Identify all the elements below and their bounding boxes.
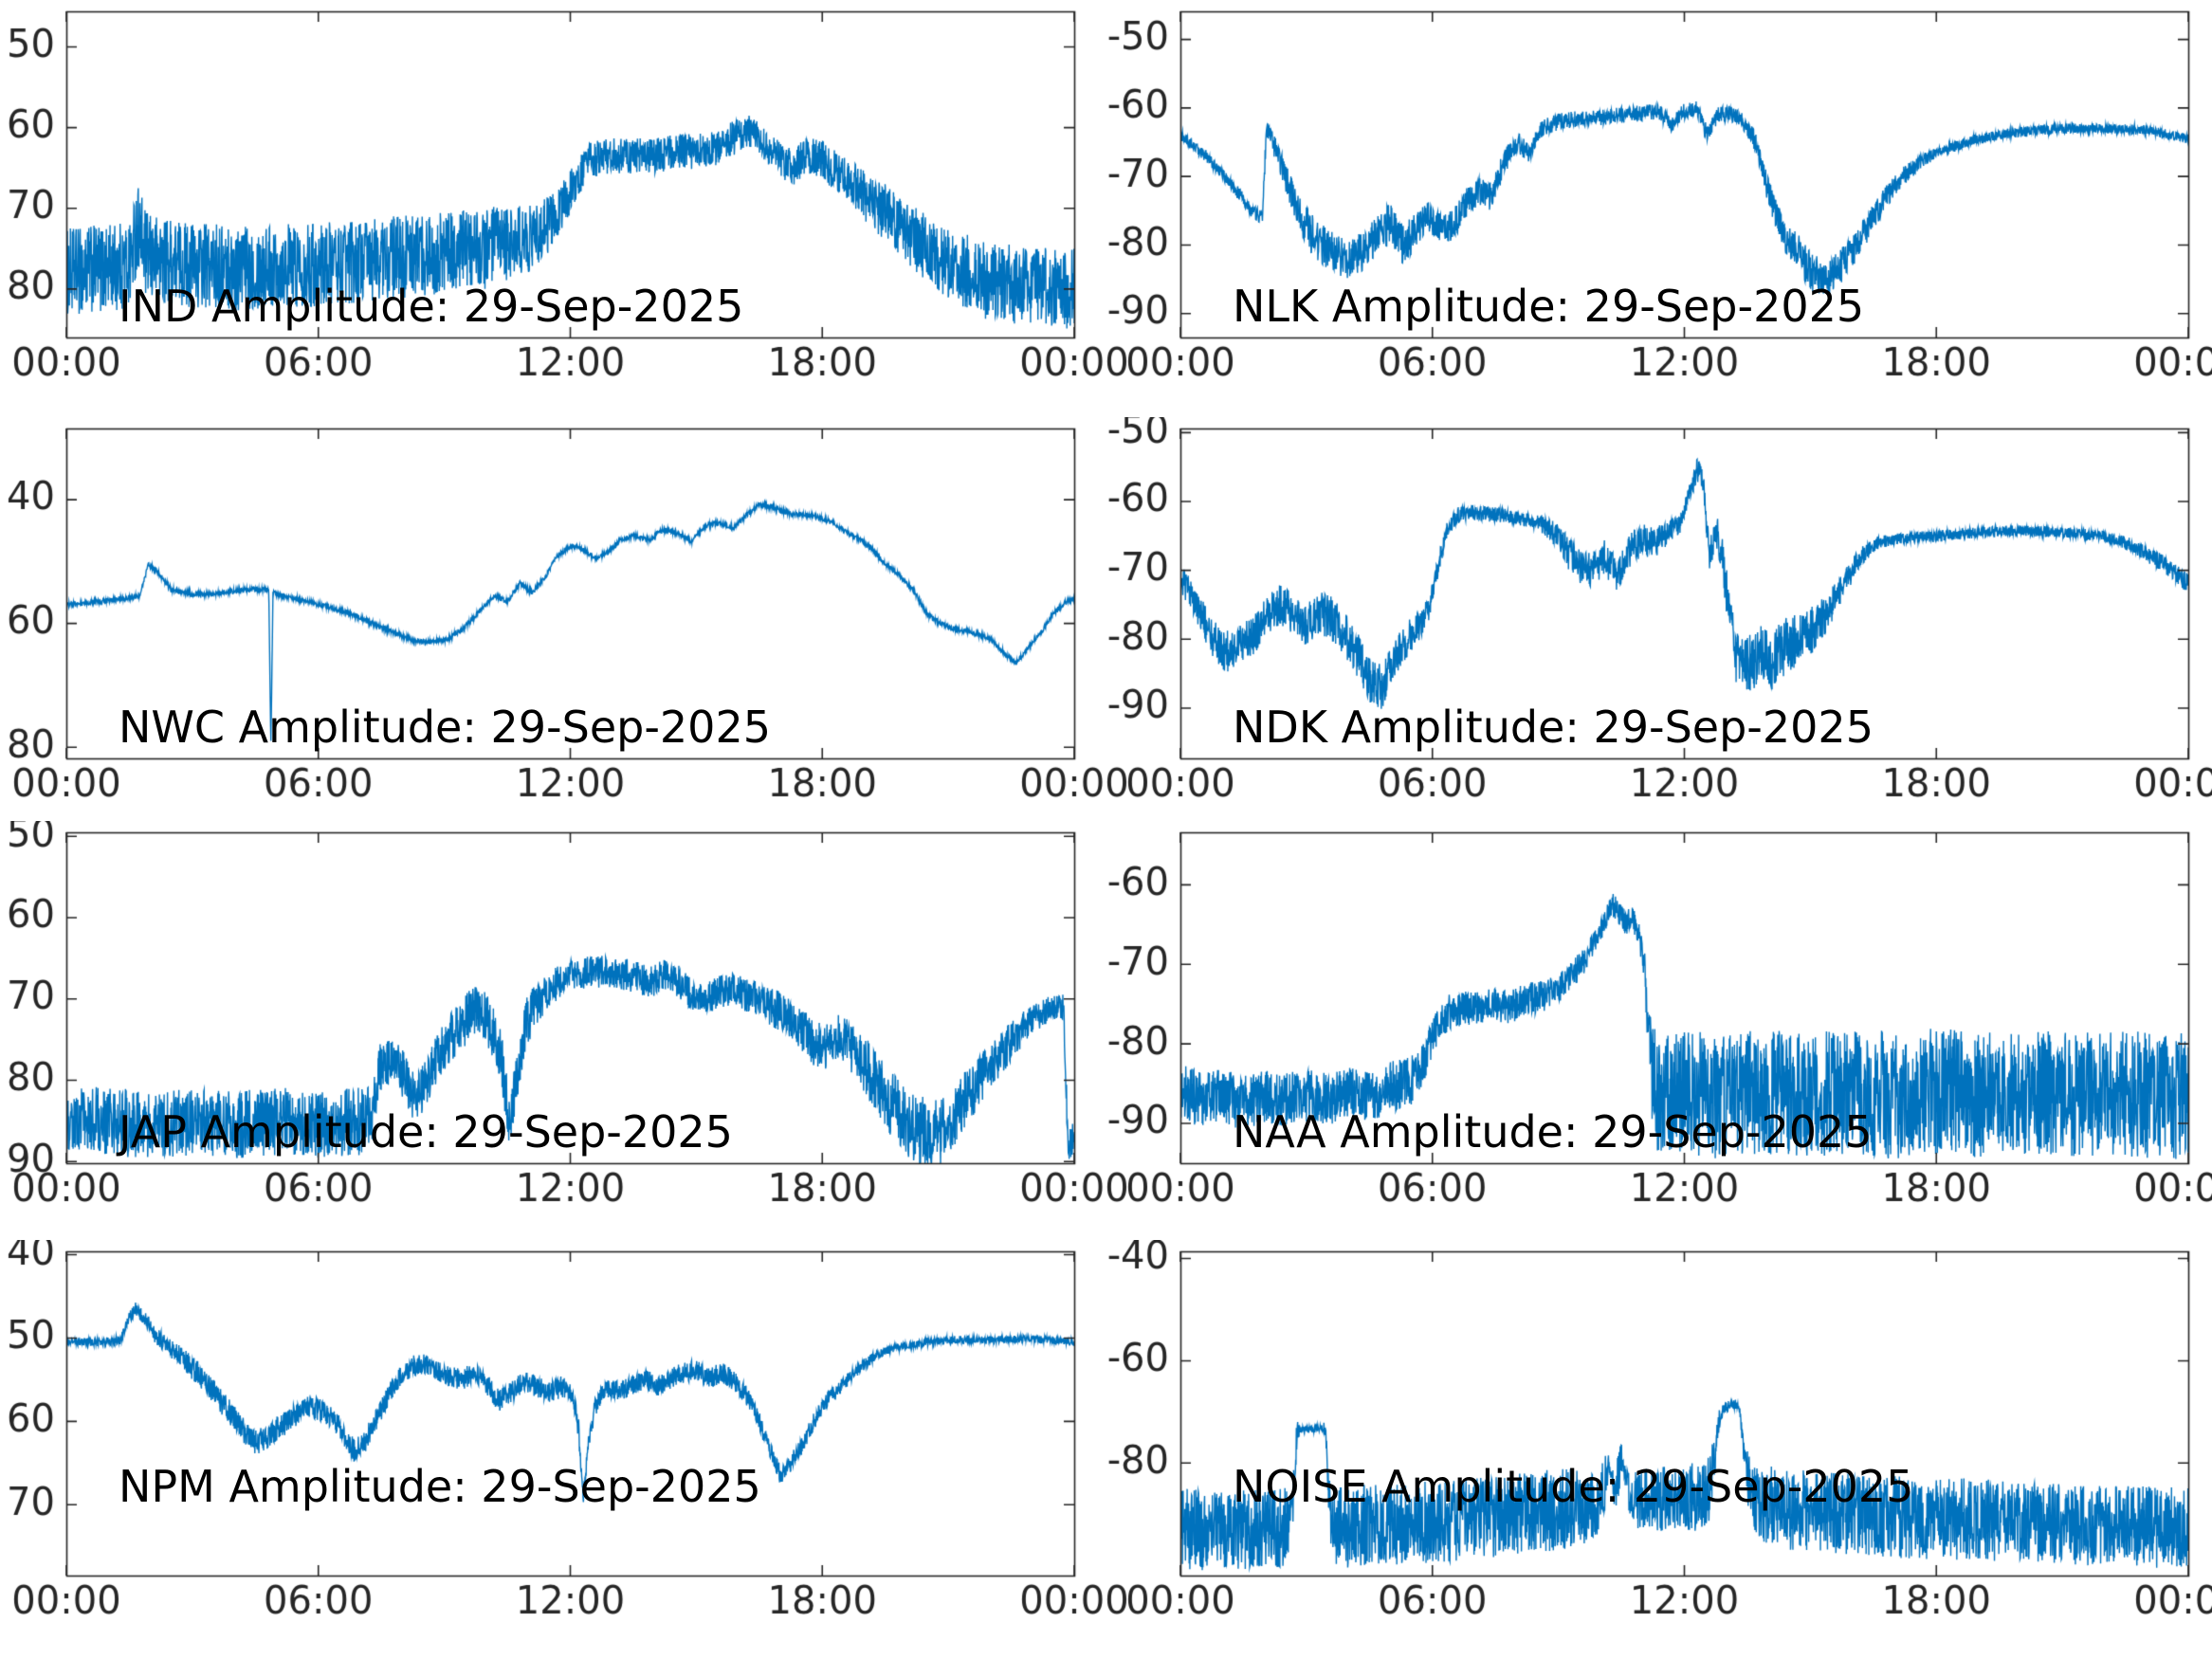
chart-noise-canvas: [1081, 1240, 2212, 1659]
chart-npm-panel: NPM Amplitude: 29-Sep-2025: [0, 1240, 1147, 1659]
chart-naa-canvas: [1081, 821, 2212, 1223]
chart-ind-panel: IND Amplitude: 29-Sep-2025: [0, 0, 1147, 398]
chart-nwc-panel: NWC Amplitude: 29-Sep-2025: [0, 417, 1147, 815]
chart-nwc-canvas: [0, 417, 1147, 815]
chart-nlk-panel: NLK Amplitude: 29-Sep-2025: [1081, 0, 2212, 398]
chart-ind-canvas: [0, 0, 1147, 398]
chart-noise-panel: NOISE Amplitude: 29-Sep-2025: [1081, 1240, 2212, 1659]
chart-jap-canvas: [0, 821, 1147, 1223]
chart-jap-panel: JAP Amplitude: 29-Sep-2025: [0, 821, 1147, 1223]
chart-naa-panel: NAA Amplitude: 29-Sep-2025: [1081, 821, 2212, 1223]
chart-nlk-canvas: [1081, 0, 2212, 398]
chart-ndk-canvas: [1081, 417, 2212, 815]
chart-npm-canvas: [0, 1240, 1147, 1659]
chart-ndk-panel: NDK Amplitude: 29-Sep-2025: [1081, 417, 2212, 815]
